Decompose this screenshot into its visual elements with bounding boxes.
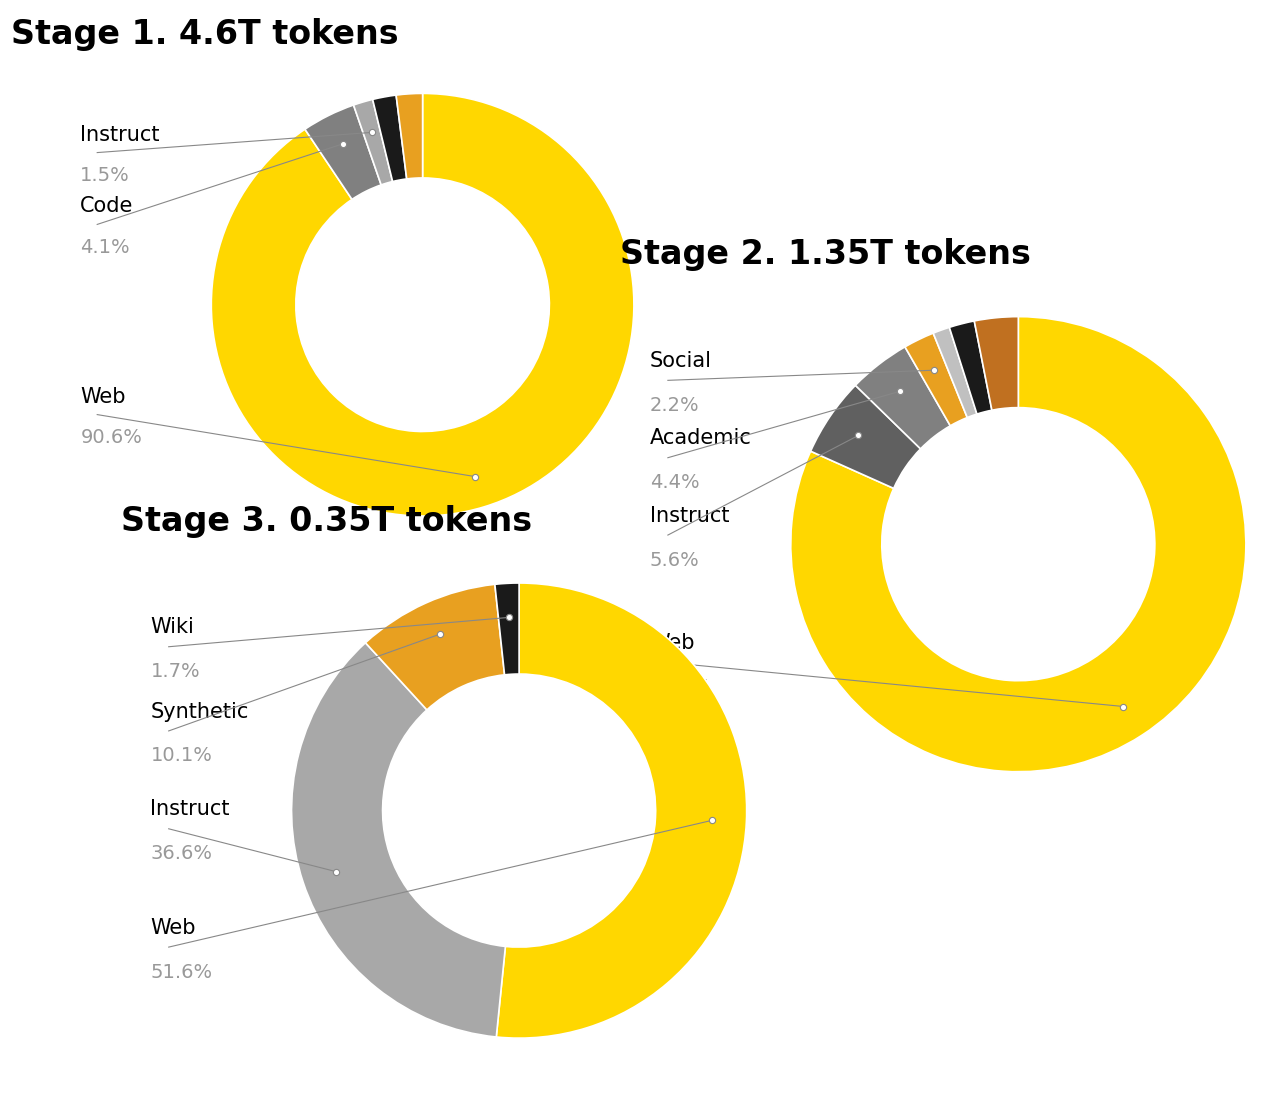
Text: Code: Code (81, 196, 133, 216)
Wedge shape (933, 327, 977, 417)
Wedge shape (495, 583, 520, 675)
Text: Web: Web (151, 918, 196, 938)
Wedge shape (810, 385, 920, 488)
Text: 90.6%: 90.6% (81, 428, 142, 447)
Text: 81.7%: 81.7% (650, 678, 712, 697)
Text: 5.6%: 5.6% (650, 551, 699, 569)
Wedge shape (353, 100, 393, 185)
Wedge shape (905, 333, 968, 426)
Text: 1.5%: 1.5% (81, 166, 131, 185)
Wedge shape (974, 316, 1019, 411)
Wedge shape (855, 346, 950, 448)
Text: 4.4%: 4.4% (650, 473, 699, 492)
Wedge shape (791, 316, 1245, 771)
Text: Instruct: Instruct (151, 799, 230, 819)
Text: Stage 3. 0.35T tokens: Stage 3. 0.35T tokens (120, 505, 532, 537)
Wedge shape (292, 643, 506, 1037)
Wedge shape (305, 105, 381, 200)
Text: 36.6%: 36.6% (151, 845, 212, 864)
Text: Instruct: Instruct (650, 506, 730, 526)
Wedge shape (365, 584, 504, 710)
Text: Web: Web (81, 386, 125, 406)
Text: Social: Social (650, 351, 712, 371)
Wedge shape (497, 583, 746, 1038)
Wedge shape (372, 95, 407, 182)
Text: 10.1%: 10.1% (151, 746, 212, 766)
Text: Stage 1. 4.6T tokens: Stage 1. 4.6T tokens (10, 18, 398, 51)
Text: Instruct: Instruct (81, 124, 160, 144)
Text: Web: Web (650, 633, 695, 653)
Wedge shape (396, 93, 422, 179)
Text: Synthetic: Synthetic (151, 702, 248, 722)
Wedge shape (211, 93, 634, 516)
Text: 2.2%: 2.2% (650, 396, 699, 415)
Wedge shape (950, 321, 992, 414)
Text: 1.7%: 1.7% (151, 663, 200, 682)
Text: Wiki: Wiki (151, 617, 195, 637)
Text: Stage 2. 1.35T tokens: Stage 2. 1.35T tokens (620, 239, 1030, 271)
Text: 4.1%: 4.1% (81, 239, 129, 258)
Text: Academic: Academic (650, 428, 751, 448)
Text: 51.6%: 51.6% (151, 962, 212, 981)
